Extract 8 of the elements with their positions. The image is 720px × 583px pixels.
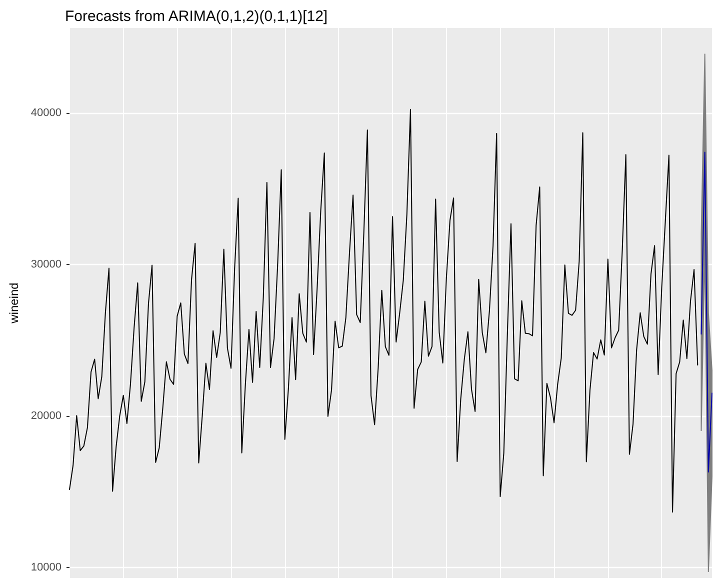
chart-title: Forecasts from ARIMA(0,1,2)(0,1,1)[12] — [65, 8, 328, 25]
y-tick-label: 10000 — [30, 561, 62, 574]
line-series — [700, 152, 712, 472]
line-series — [68, 108, 698, 513]
y-tick-label: 20000 — [30, 410, 62, 422]
y-tick-label: 30000 — [30, 258, 62, 270]
y-axis-title: wineind — [7, 282, 21, 324]
y-tick-label: 40000 — [30, 106, 62, 119]
